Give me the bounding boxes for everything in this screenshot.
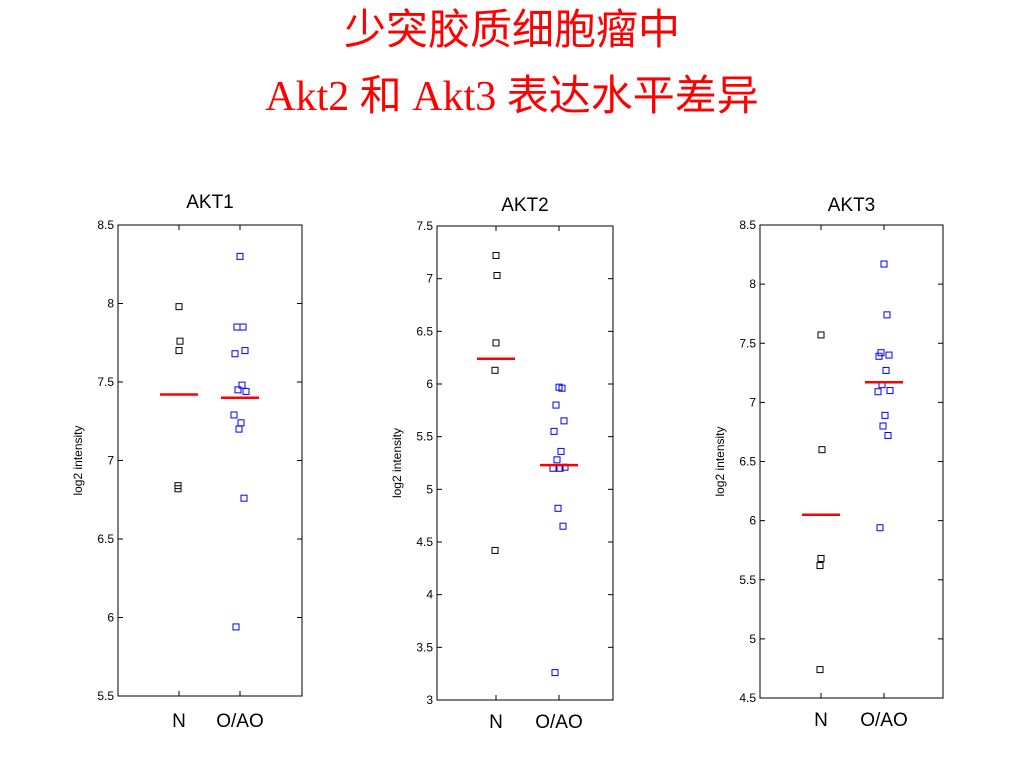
chart-2-ytick-label: 5.5 <box>416 430 433 444</box>
chart-3-plot-frame <box>759 224 944 699</box>
chart-1-point-o-ao <box>234 386 242 394</box>
chart-3-point-n <box>817 331 825 339</box>
chart-3-ytick-label: 5.5 <box>739 573 756 587</box>
chart-3-point-o-ao <box>881 411 889 419</box>
chart-1-xcat-n: N <box>172 711 186 732</box>
chart-2-ytick-label: 3.5 <box>416 640 433 654</box>
chart-2-point-o-ao <box>557 447 565 455</box>
chart-3-point-o-ao <box>883 311 891 319</box>
chart-3-xcat-n: N <box>814 710 828 731</box>
chart-1-ytick-label: 6 <box>107 611 114 625</box>
chart-2-point-n <box>492 251 500 259</box>
chart-1-point-o-ao <box>230 411 238 419</box>
chart-2-ytick-label: 7.5 <box>416 219 433 233</box>
chart-1-ytick-label: 6.5 <box>97 532 114 546</box>
chart-2-point-n <box>493 272 501 280</box>
chart-1-ylabel: log2 intensity <box>71 425 85 495</box>
chart-1-point-o-ao <box>236 252 244 260</box>
chart-3-ytick-label: 8 <box>749 277 756 291</box>
chart-3-point-n <box>817 554 825 562</box>
chart-2-point-n <box>491 366 499 374</box>
chart-3-point-o-ao <box>877 349 885 357</box>
chart-2-point-o-ao <box>552 401 560 409</box>
chart-3-ytick-label: 8.5 <box>739 218 756 232</box>
chart-3-point-o-ao <box>874 388 882 396</box>
chart-3-title: AKT3 <box>828 195 876 216</box>
chart-1-ytick-label: 7 <box>107 454 114 468</box>
chart-3-ytick-label: 5 <box>749 632 756 646</box>
chart-2-ytick-label: 4.5 <box>416 535 433 549</box>
chart-2-point-o-ao <box>553 456 561 464</box>
chart-2-xcat-n: N <box>489 712 503 733</box>
chart-3-ytick-label: 4.5 <box>739 691 756 705</box>
chart-3-point-o-ao <box>875 352 883 360</box>
chart-1-point-n <box>174 485 182 493</box>
chart-2-point-o-ao <box>550 427 558 435</box>
chart-1-ytick-label: 5.5 <box>97 689 114 703</box>
chart-3-point-n <box>816 562 824 570</box>
chart-1-point-o-ao <box>232 623 240 631</box>
chart-1-xcat-o-ao: O/AO <box>216 711 264 732</box>
chart-2-ytick-label: 3 <box>426 693 433 707</box>
chart-2-ytick-label: 7 <box>426 272 433 286</box>
chart-3-point-o-ao <box>882 366 890 374</box>
chart-3-ytick-label: 6.5 <box>739 455 756 469</box>
chart-2-xcat-o-ao: O/AO <box>535 712 583 733</box>
chart-1-title: AKT1 <box>186 192 234 213</box>
chart-3-xcat-o-ao: O/AO <box>860 710 908 731</box>
chart-2-point-o-ao <box>560 417 568 425</box>
chart-1-ytick-label: 8 <box>107 297 114 311</box>
chart-2-point-o-ao <box>554 504 562 512</box>
chart-1-point-o-ao <box>241 347 249 355</box>
slide-title-line2: Akt2 和 Akt3 表达水平差异 <box>265 74 759 120</box>
chart-2-plot-frame <box>436 225 614 701</box>
chart-1-ytick-label: 8.5 <box>97 218 114 232</box>
chart-2-point-n <box>491 546 499 554</box>
chart-1-point-n <box>176 337 184 345</box>
chart-3-point-n <box>816 666 824 674</box>
chart-3-point-n <box>818 446 826 454</box>
chart-2-ytick-label: 5 <box>426 482 433 496</box>
chart-1-point-o-ao <box>238 381 246 389</box>
chart-3-point-o-ao <box>879 422 887 430</box>
chart-3-point-o-ao <box>880 260 888 268</box>
chart-1-point-o-ao <box>233 323 241 331</box>
chart-1-point-n <box>175 347 183 355</box>
chart-2-point-o-ao <box>558 384 566 392</box>
chart-1-point-o-ao <box>242 387 250 395</box>
chart-2-point-n <box>492 339 500 347</box>
chart-3-ylabel: log2 intensity <box>713 426 727 496</box>
chart-1-point-n <box>175 303 183 311</box>
chart-2-ytick-label: 4 <box>426 588 433 602</box>
chart-2-point-o-ao <box>551 669 559 677</box>
chart-3-point-o-ao <box>886 387 894 395</box>
chart-2-title: AKT2 <box>501 195 549 216</box>
chart-3-ytick-label: 7 <box>749 395 756 409</box>
chart-1-point-o-ao <box>235 425 243 433</box>
chart-2-ytick-label: 6.5 <box>416 324 433 338</box>
chart-2-ylabel: log2 intensity <box>390 428 404 498</box>
chart-1-point-o-ao <box>231 350 239 358</box>
chart-3-point-o-ao <box>885 351 893 359</box>
chart-2-point-o-ao <box>559 522 567 530</box>
chart-1-point-o-ao <box>240 494 248 502</box>
chart-2-ytick-label: 6 <box>426 377 433 391</box>
chart-3-point-o-ao <box>884 431 892 439</box>
chart-3-point-o-ao <box>876 524 884 532</box>
slide-title-line1: 少突胶质细胞瘤中 <box>343 8 680 54</box>
chart-3-ytick-label: 7.5 <box>739 336 756 350</box>
chart-1-ytick-label: 7.5 <box>97 375 114 389</box>
chart-3-ytick-label: 6 <box>749 514 756 528</box>
